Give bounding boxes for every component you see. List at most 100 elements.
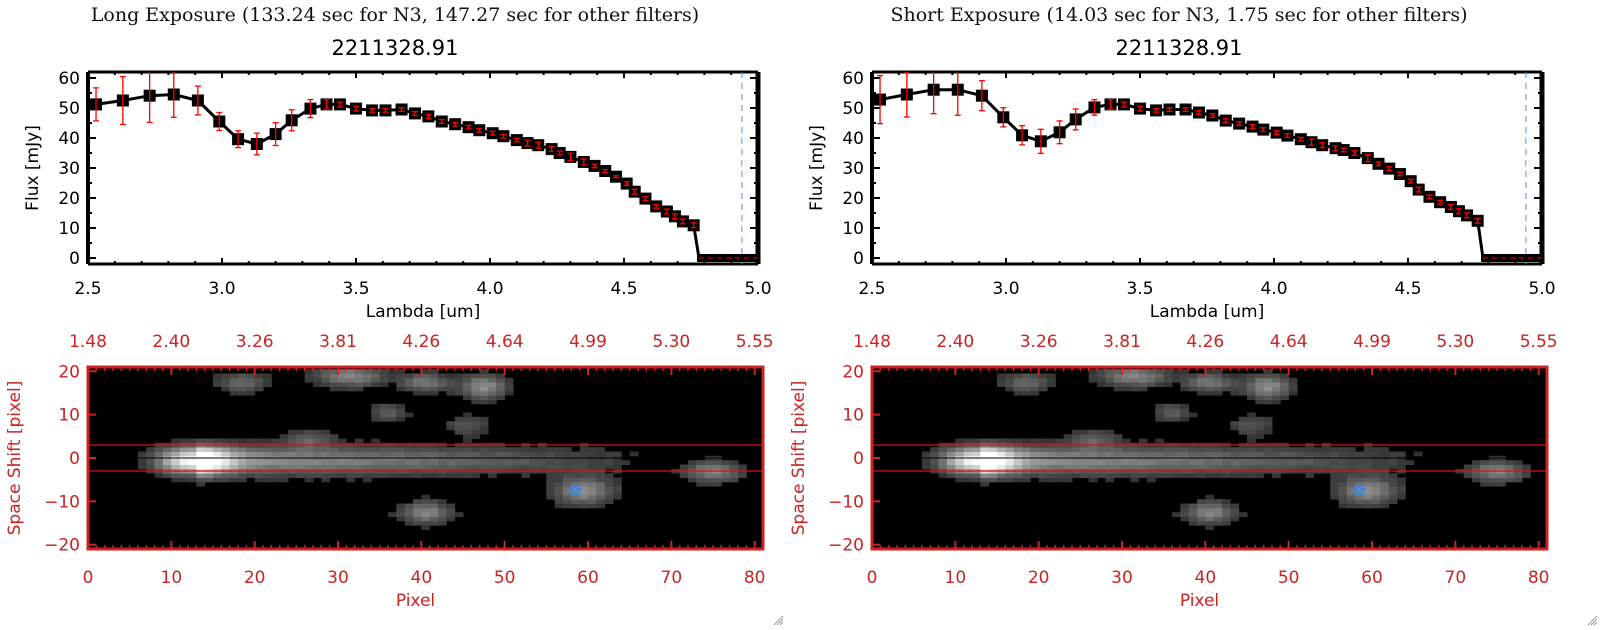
image-pixel — [1263, 464, 1273, 470]
image-pixel — [571, 477, 581, 483]
image-pixel — [1155, 408, 1165, 413]
image-pixel — [563, 447, 572, 452]
image-pixel — [963, 464, 973, 470]
y-tick-label: 20 — [842, 189, 864, 209]
image-pixel — [313, 434, 322, 439]
image-pixel — [1238, 429, 1248, 435]
image-pixel — [1255, 377, 1265, 383]
image-pixel — [1188, 386, 1198, 392]
image-pixel — [947, 451, 956, 457]
y-tick-label: 50 — [842, 99, 864, 119]
image-pixel — [1205, 373, 1215, 379]
image-pixel — [1372, 460, 1381, 465]
image-pixel — [363, 369, 372, 374]
image-pixel — [1322, 460, 1331, 465]
image-pixel — [554, 481, 564, 487]
image-pixel — [413, 499, 422, 504]
image-pixel — [1363, 447, 1373, 452]
image-pixel — [346, 477, 356, 483]
image-pixel — [1522, 473, 1531, 478]
image-pixel — [1213, 451, 1223, 457]
top-x-tick-label: 4.64 — [486, 332, 524, 352]
image-pixel — [1488, 460, 1498, 465]
image-pixel — [988, 438, 998, 444]
image-pixel — [1338, 473, 1348, 478]
y-axis-label: Flux [mJy] — [807, 125, 827, 211]
image-pixel — [1372, 486, 1381, 491]
image-pixel — [1005, 382, 1015, 387]
image-pixel — [1038, 447, 1048, 452]
image-pixel — [396, 408, 406, 413]
x-tick-label: 30 — [1111, 568, 1133, 588]
image-pixel — [296, 460, 306, 465]
image-pixel — [972, 447, 981, 452]
image-pixel — [1263, 425, 1273, 431]
image-pixel — [1022, 477, 1031, 483]
image-pixel — [1213, 373, 1223, 379]
image-pixel — [629, 451, 639, 457]
image-pixel — [1255, 464, 1265, 470]
y-axis-label: Space Shift [pixel] — [5, 381, 25, 536]
image-pixel — [1288, 382, 1298, 387]
exposure-title: Short Exposure (14.03 sec for N3, 1.75 s… — [890, 4, 1468, 26]
image-pixel — [1055, 460, 1065, 465]
image-pixel — [963, 473, 973, 478]
image-pixel — [1072, 460, 1081, 465]
image-pixel — [304, 451, 314, 457]
image-pixel — [538, 451, 547, 457]
image-pixel — [1363, 490, 1373, 496]
y-tick-label: 40 — [58, 129, 80, 149]
image-pixel — [1280, 447, 1290, 452]
image-pixel — [296, 473, 306, 478]
image-pixel — [1013, 377, 1023, 383]
image-pixel — [955, 460, 965, 465]
image-pixel — [1230, 460, 1240, 465]
image-pixel — [446, 516, 456, 522]
image-pixel — [396, 412, 406, 418]
image-pixel — [421, 525, 431, 530]
image-pixel — [446, 512, 456, 517]
image-pixel — [1488, 464, 1498, 470]
image-pixel — [304, 464, 314, 470]
resize-grip-icon[interactable] — [1584, 612, 1598, 626]
image-pixel — [1188, 520, 1198, 526]
image-pixel — [1055, 473, 1065, 478]
image-pixel — [479, 416, 489, 422]
image-pixel — [454, 416, 464, 422]
image-pixel — [1197, 499, 1206, 504]
image-pixel — [271, 477, 281, 483]
image-pixel — [1247, 438, 1256, 444]
image-pixel — [1230, 512, 1240, 517]
image-pixel — [1147, 373, 1156, 379]
image-pixel — [1180, 473, 1190, 478]
image-pixel — [596, 451, 606, 457]
image-pixel — [429, 520, 439, 526]
image-pixel — [696, 473, 706, 478]
image-pixel — [371, 438, 381, 444]
image-pixel — [1113, 382, 1123, 387]
image-pixel — [479, 386, 489, 392]
image-pixel — [263, 447, 272, 452]
image-pixel — [254, 377, 264, 383]
image-pixel — [1238, 460, 1248, 465]
image-pixel — [1205, 447, 1215, 452]
image-pixel — [1247, 464, 1256, 470]
resize-grip-icon[interactable] — [770, 612, 784, 626]
star-marker-icon — [1352, 482, 1367, 497]
image-pixel — [354, 451, 364, 457]
x-tick-label: 30 — [327, 568, 349, 588]
image-pixel — [1380, 464, 1390, 470]
image-pixel — [446, 464, 456, 470]
image-pixel — [729, 464, 739, 470]
image-pixel — [504, 464, 514, 470]
image-pixel — [1330, 477, 1340, 483]
image-pixel — [980, 447, 990, 452]
image-pixel — [1380, 460, 1390, 465]
x-tick-label: 40 — [411, 568, 433, 588]
image-pixel — [1097, 382, 1106, 387]
x-tick-label: 40 — [1195, 568, 1217, 588]
image-pixel — [254, 438, 264, 444]
image-pixel — [1088, 477, 1098, 483]
y-tick-label: 0 — [69, 249, 80, 269]
image-pixel — [238, 447, 247, 452]
